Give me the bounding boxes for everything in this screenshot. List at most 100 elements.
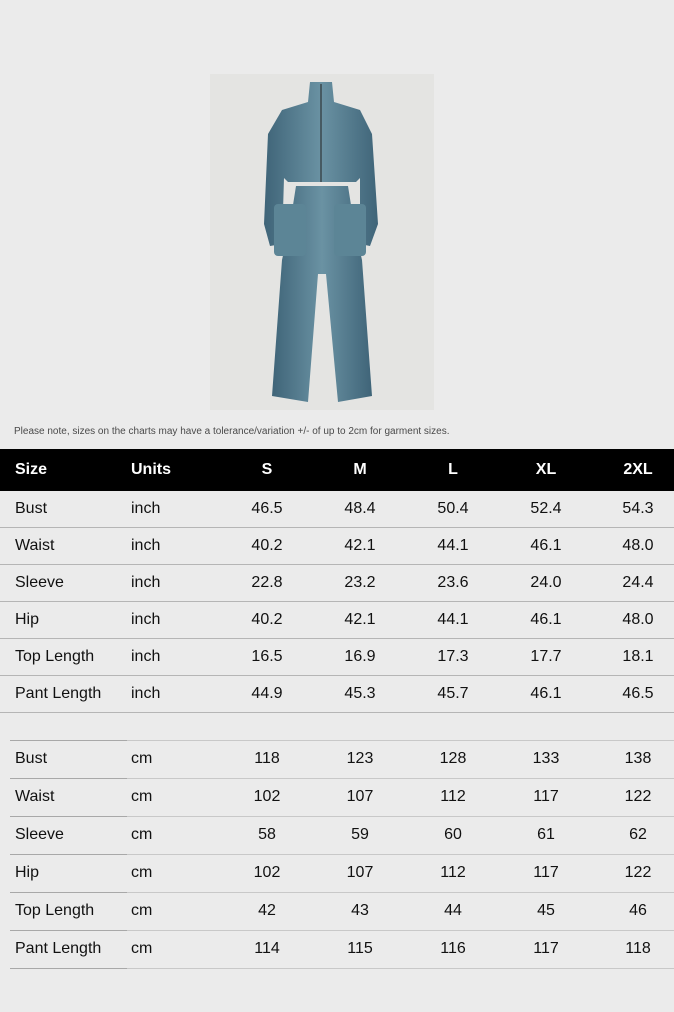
row-value: 23.2 [344,573,376,591]
header-xl: XL [535,461,557,478]
row-value: 46.1 [530,684,562,702]
row-value: 48.0 [622,536,654,554]
row-divider [10,892,127,893]
row-value: 50.4 [437,499,469,517]
row-divider [127,778,674,779]
row-value: 117 [533,788,559,805]
row-value: 128 [439,750,467,767]
row-value: 42 [258,902,276,919]
table-row: Top Length inch 16.5 16.9 17.3 17.7 18.1 [0,648,674,668]
row-unit: cm [131,750,153,767]
row-value: 17.3 [437,647,469,665]
row-value: 44.1 [437,536,469,554]
header-2xl: 2XL [623,461,653,478]
row-value: 112 [440,788,466,805]
row-value: 43 [351,902,369,919]
row-value: 40.2 [251,610,283,628]
section-divider [10,740,127,741]
row-measurement: Waist [15,536,55,554]
header-l: L [448,461,458,478]
row-measurement: Hip [15,610,40,628]
row-value: 24.4 [622,573,654,591]
row-value: 44 [444,902,462,919]
row-divider [0,712,674,713]
row-value: 58 [258,826,276,843]
table-row: Waist cm 102 107 112 117 122 [0,788,674,808]
row-divider [127,930,674,931]
row-value: 45 [537,902,555,919]
row-value: 22.8 [251,573,283,591]
row-divider [127,854,674,855]
row-measurement: Top Length [15,647,95,665]
row-value: 16.9 [344,647,376,665]
row-value: 114 [254,940,280,957]
row-value: 122 [624,864,652,881]
row-unit: inch [131,684,161,702]
row-divider [0,601,674,602]
row-divider [10,930,127,931]
row-value: 48.0 [622,610,654,628]
row-unit: inch [131,647,161,665]
row-value: 16.5 [251,647,283,665]
size-table-header: Size Units S M L XL 2XL [0,449,674,491]
row-divider [0,564,674,565]
table-row: Sleeve inch 22.8 23.2 23.6 24.0 24.4 [0,574,674,594]
row-divider [0,527,674,528]
row-unit: inch [131,610,161,628]
row-value: 102 [253,864,281,881]
row-value: 116 [440,940,466,957]
header-m: M [353,461,367,478]
row-value: 45.7 [437,684,469,702]
row-value: 117 [533,864,559,881]
product-photo-denim-set [210,74,434,410]
table-row: Pant Length inch 44.9 45.3 45.7 46.1 46.5 [0,685,674,705]
row-value: 46.1 [530,610,562,628]
row-value: 118 [625,940,651,957]
row-value: 117 [533,940,559,957]
row-unit: cm [131,864,153,881]
row-value: 60 [444,826,462,843]
row-divider [0,675,674,676]
row-measurement: Sleeve [15,826,64,843]
row-value: 107 [346,864,374,881]
row-value: 42.1 [344,536,376,554]
row-value: 115 [347,940,373,957]
table-row: Top Length cm 42 43 44 45 46 [0,902,674,922]
row-value: 54.3 [622,499,654,517]
row-value: 123 [346,750,374,767]
row-divider [127,816,674,817]
row-value: 122 [624,788,652,805]
row-value: 23.6 [437,573,469,591]
row-value: 112 [440,864,466,881]
header-size: Size [15,461,48,478]
tolerance-note: Please note, sizes on the charts may hav… [14,426,450,437]
row-value: 46.1 [530,536,562,554]
header-s: S [261,461,273,478]
row-value: 44.9 [251,684,283,702]
row-value: 138 [624,750,652,767]
table-row: Bust inch 46.5 48.4 50.4 52.4 54.3 [0,500,674,520]
row-value: 40.2 [251,536,283,554]
row-measurement: Pant Length [15,940,102,957]
row-value: 46 [629,902,647,919]
row-divider [0,638,674,639]
row-value: 46.5 [622,684,654,702]
table-row: Sleeve cm 58 59 60 61 62 [0,826,674,846]
row-value: 52.4 [530,499,562,517]
row-value: 42.1 [344,610,376,628]
row-value: 46.5 [251,499,283,517]
row-value: 18.1 [622,647,654,665]
table-row: Pant Length cm 114 115 116 117 118 [0,940,674,960]
row-unit: cm [131,788,153,805]
row-measurement: Bust [15,499,48,517]
row-value: 44.1 [437,610,469,628]
table-row: Waist inch 40.2 42.1 44.1 46.1 48.0 [0,537,674,557]
section-divider [127,740,674,741]
row-divider [10,968,127,969]
row-divider [10,816,127,817]
row-divider [10,778,127,779]
table-row: Hip inch 40.2 42.1 44.1 46.1 48.0 [0,611,674,631]
row-unit: cm [131,940,153,957]
row-measurement: Pant Length [15,684,102,702]
